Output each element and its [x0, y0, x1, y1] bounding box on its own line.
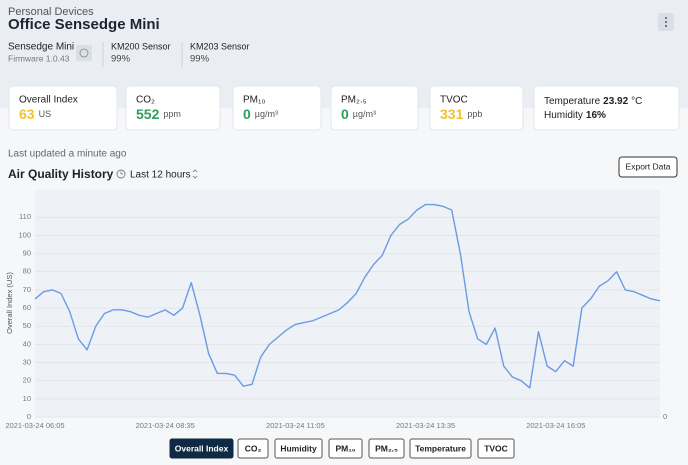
- breadcrumb: Personal Devices: [8, 6, 94, 18]
- menu-button[interactable]: [658, 13, 674, 31]
- button-bg: [237, 438, 269, 459]
- range-selector[interactable]: Last 12 hours: [116, 169, 198, 181]
- card-value: 331: [440, 106, 464, 122]
- card-value: 0: [341, 106, 349, 122]
- button-bg: [368, 438, 405, 459]
- card: [429, 85, 524, 131]
- y-tick-label: 0: [27, 412, 31, 421]
- y-tick-label: 70: [23, 285, 31, 294]
- card-reading: 63 US: [19, 106, 51, 122]
- x-tick-label: 2021-03-24 13:35: [396, 421, 455, 430]
- x-tick-label: 2021-03-24 11:05: [266, 421, 325, 430]
- card-unit: US: [39, 109, 52, 119]
- metric-button[interactable]: TVOC: [477, 438, 515, 459]
- y-tick-label: 20: [23, 376, 31, 385]
- card-reading: 0 µg/m³: [341, 106, 376, 122]
- card-reading: 0 µg/m³: [243, 106, 278, 122]
- page-title: Office Sensedge Mini: [8, 16, 160, 33]
- card-reading: 331 ppb: [440, 106, 482, 122]
- data-line: [34, 203, 661, 389]
- y-tick-label: 60: [23, 303, 31, 312]
- metric-button[interactable]: CO₂: [237, 438, 269, 459]
- button-bg: [409, 438, 472, 459]
- button-bg: [328, 438, 363, 459]
- button-label: CO₂: [245, 443, 262, 453]
- y2-tick-label: 0: [663, 412, 667, 421]
- card-label: PM₂.₅: [341, 95, 367, 106]
- card-unit: µg/m³: [255, 109, 278, 119]
- chart-title: Air Quality History: [8, 167, 114, 181]
- button-label: Overall Index: [175, 443, 229, 453]
- card: [533, 85, 680, 131]
- button-label: PM₂.₅: [375, 443, 398, 453]
- card-label: Overall Index: [19, 95, 78, 106]
- card-unit: µg/m³: [353, 109, 376, 119]
- button-bg: [477, 438, 515, 459]
- card-label: PM₁₀: [243, 95, 266, 106]
- y-tick-label: 40: [23, 339, 31, 348]
- card: [232, 85, 322, 131]
- temperature: Temperature 23.92 °C: [544, 96, 642, 107]
- temperature-unit: °C: [631, 96, 642, 107]
- y-tick-label: 110: [19, 212, 31, 221]
- metric-button[interactable]: Temperature: [409, 438, 472, 459]
- card: [330, 85, 419, 131]
- y-tick-label: 10: [23, 394, 31, 403]
- metric-button[interactable]: PM₂.₅: [368, 438, 405, 459]
- card-value: 63: [19, 106, 35, 122]
- x-tick-label: 2021-03-24 06:05: [5, 421, 64, 430]
- button-bg: [169, 438, 234, 459]
- y-tick-label: 100: [18, 230, 31, 239]
- y-tick-label: 50: [23, 321, 31, 330]
- range-label: Last 12 hours: [130, 170, 191, 181]
- humidity-label: Humidity: [544, 110, 583, 121]
- x-tick-label: 2021-03-24 08:35: [136, 421, 195, 430]
- info-button[interactable]: [76, 45, 92, 61]
- last-updated: Last updated a minute ago: [8, 149, 127, 160]
- button-label: Temperature: [415, 443, 466, 453]
- card-value: 0: [243, 106, 251, 122]
- y-tick-label: 30: [23, 358, 31, 367]
- export-label: Export Data: [626, 161, 671, 171]
- firmware: Firmware 1.0.43: [8, 53, 70, 63]
- card-value: 552: [136, 106, 160, 122]
- metric-button[interactable]: PM₁₀: [328, 438, 363, 459]
- card-label: CO₂: [136, 95, 155, 106]
- y-axis-label: Overall Index (US): [5, 272, 14, 334]
- card: [125, 85, 221, 131]
- button-bg: [274, 438, 323, 459]
- humidity: Humidity 16%: [544, 110, 606, 121]
- humidity-value: 16%: [586, 110, 606, 121]
- button-label: PM₁₀: [335, 443, 355, 453]
- x-tick-label: 2021-03-24 16:05: [526, 421, 585, 430]
- sensor-name: KM203 Sensor: [190, 41, 250, 51]
- metric-button[interactable]: Overall Index: [169, 438, 234, 459]
- y-tick-label: 80: [23, 267, 31, 276]
- sensor-status: 99%: [111, 54, 131, 65]
- sensor-name: KM200 Sensor: [111, 41, 171, 51]
- button-label: Humidity: [280, 443, 317, 453]
- button-label: TVOC: [484, 443, 508, 453]
- card-reading: 552 ppm: [136, 106, 181, 122]
- y-tick-label: 90: [23, 249, 31, 258]
- card-unit: ppb: [467, 109, 482, 119]
- card-unit: ppm: [163, 109, 181, 119]
- export-button[interactable]: Export Data: [618, 156, 678, 178]
- device-name: Sensedge Mini: [8, 42, 74, 53]
- card-label: TVOC: [440, 95, 468, 106]
- temperature-label: Temperature: [544, 96, 601, 107]
- sensor-status: 99%: [190, 54, 210, 65]
- card: [8, 85, 118, 131]
- temperature-value: 23.92: [603, 96, 628, 107]
- metric-button[interactable]: Humidity: [274, 438, 323, 459]
